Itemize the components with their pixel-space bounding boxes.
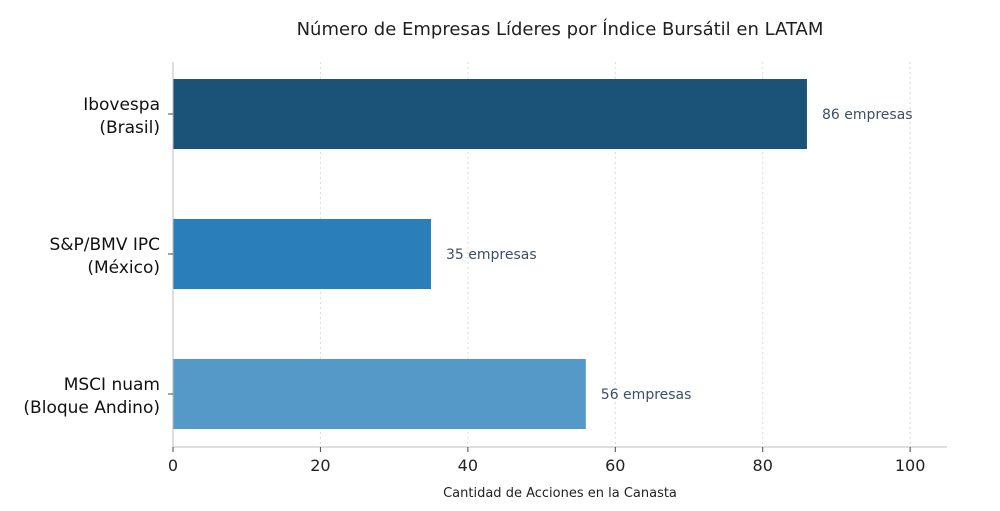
category-label: S&P/BMV IPC (México): [49, 235, 160, 278]
labels: 86 empresas 35 empresas 56 empresas 0 20 40 60…: [23, 95, 925, 475]
category-label: MSCI nuam (Bloque Andino): [23, 375, 160, 418]
axes: [168, 62, 947, 452]
category-label-line: MSCI nuam: [64, 375, 160, 395]
category-label-line: (Bloque Andino): [23, 398, 160, 418]
x-tick-label: 100: [895, 456, 926, 475]
bars: [173, 79, 807, 429]
x-tick-label: 80: [753, 456, 773, 475]
data-label: 35 empresas: [446, 247, 537, 263]
x-axis-title: Cantidad de Acciones en la Canasta: [443, 486, 677, 501]
category-label-line: Ibovespa: [83, 95, 160, 115]
bar: [173, 79, 807, 149]
x-tick-label: 60: [605, 456, 625, 475]
data-label: 86 empresas: [822, 107, 913, 123]
category-label-line: (México): [87, 258, 160, 278]
bar: [173, 359, 586, 429]
data-label: 56 empresas: [601, 387, 692, 403]
category-label: Ibovespa (Brasil): [83, 95, 160, 138]
x-tick-label: 0: [168, 456, 178, 475]
bar: [173, 219, 431, 289]
x-tick-label: 40: [458, 456, 478, 475]
chart-title: Número de Empresas Líderes por Índice Bu…: [297, 18, 824, 40]
x-tick-label: 20: [310, 456, 330, 475]
category-label-line: S&P/BMV IPC: [49, 235, 160, 255]
category-label-line: (Brasil): [99, 118, 160, 138]
